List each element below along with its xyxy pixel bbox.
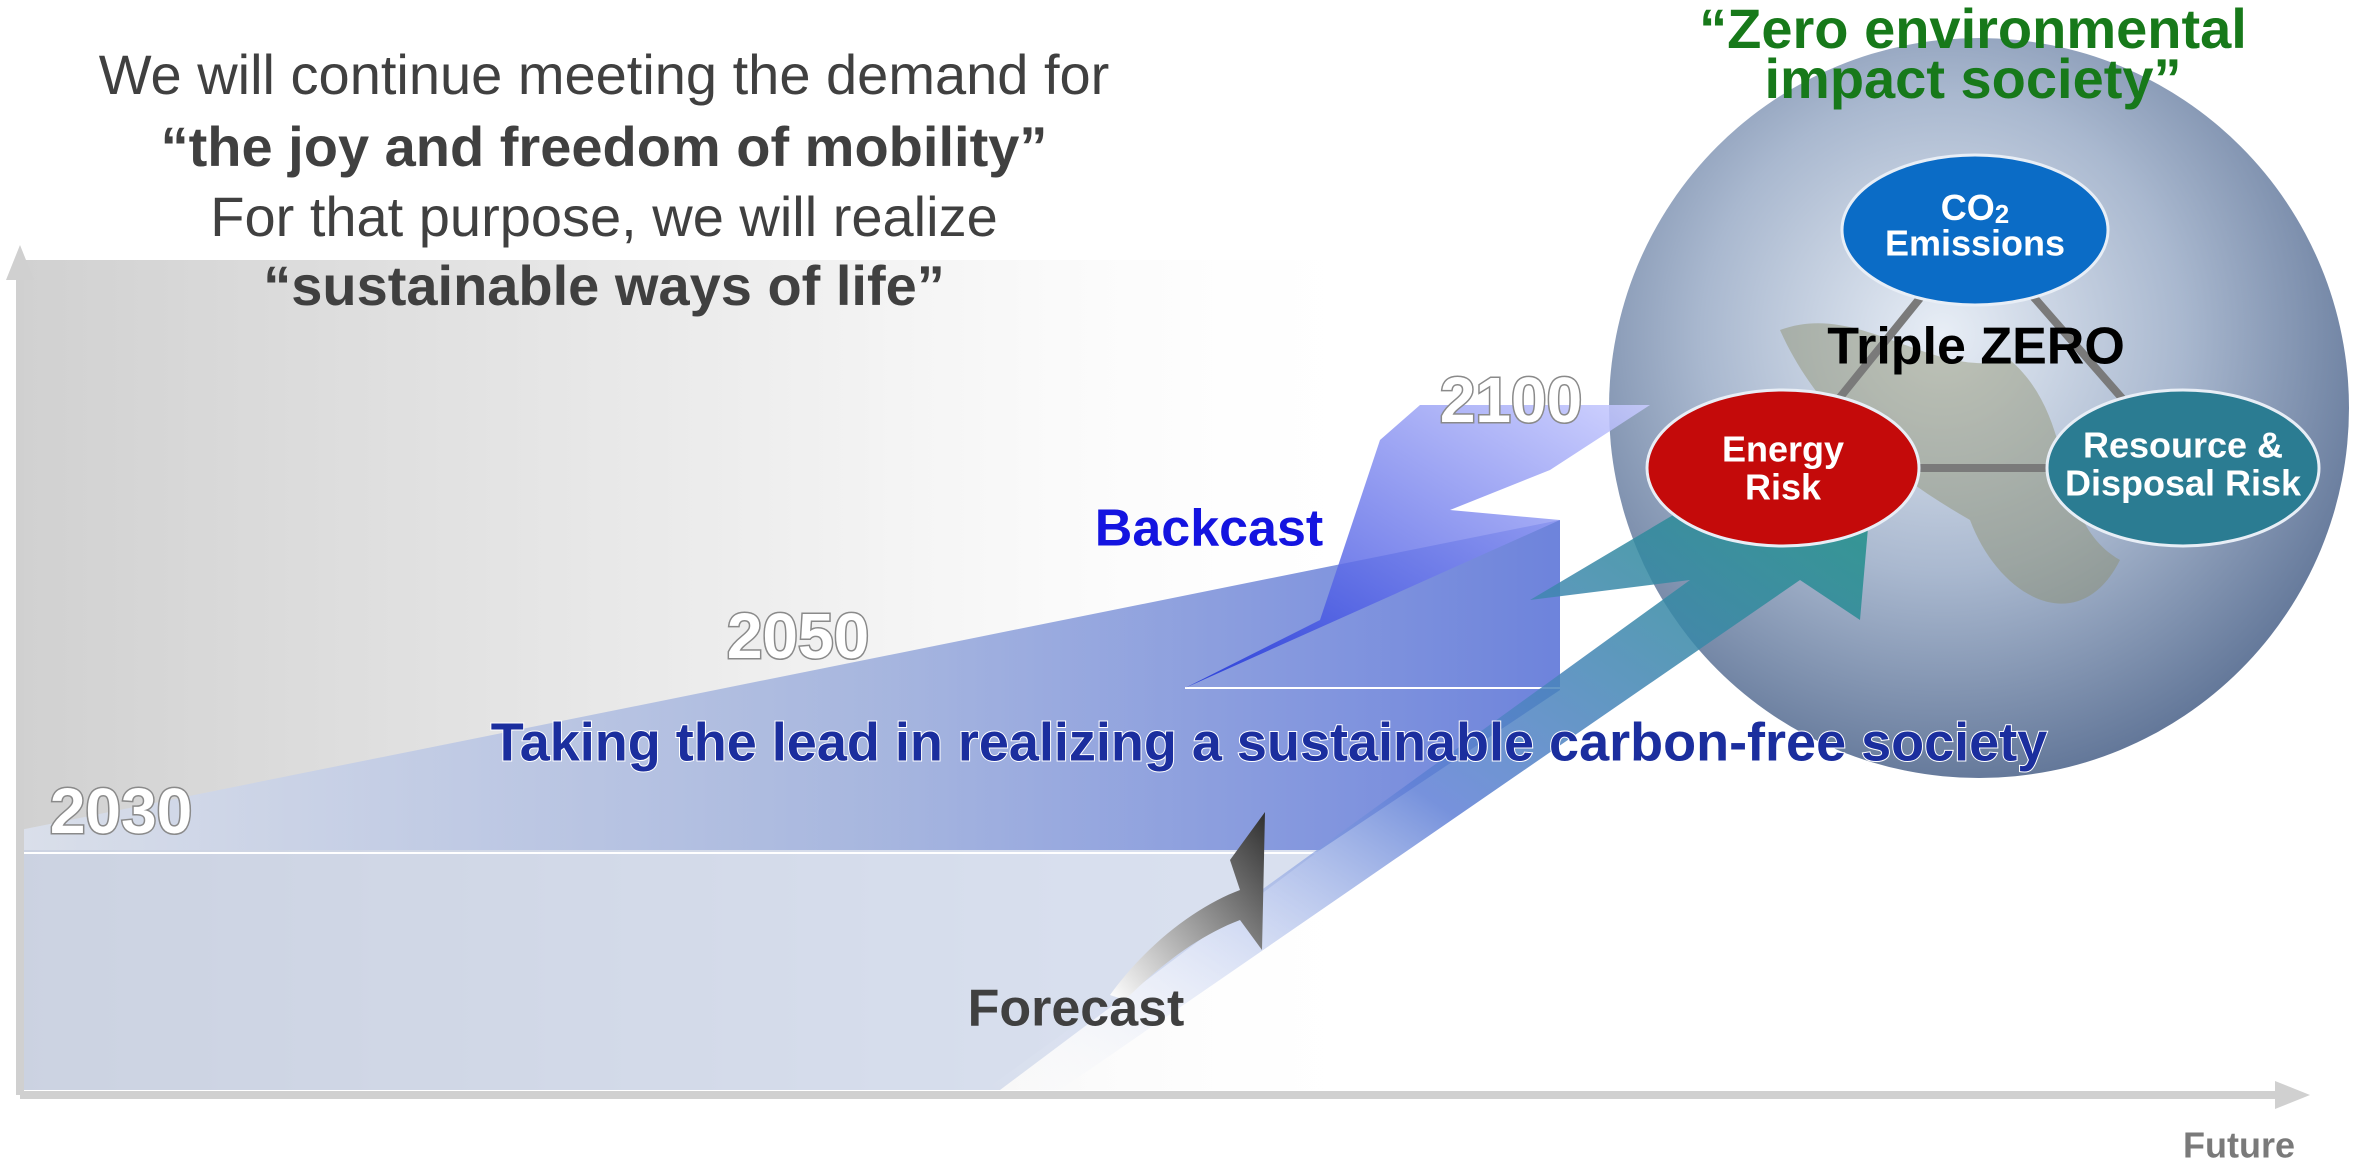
goal-title: impact society” <box>1764 47 2181 110</box>
year-label: 2030 <box>50 775 192 847</box>
headline: “the joy and freedom of mobility” <box>161 115 1048 178</box>
year-label: 2050 <box>727 600 869 672</box>
axis-label: Future <box>2183 1125 2295 1166</box>
lead-statement: Taking the lead in realizing a sustainab… <box>491 712 2047 772</box>
formula: CO <box>1941 187 1995 228</box>
node-label: Risk <box>1745 467 1822 508</box>
headline: For that purpose, we will realize <box>210 185 997 248</box>
headline: “sustainable ways of life” <box>263 254 945 317</box>
headline: We will continue meeting the demand for <box>99 43 1110 106</box>
node-label: Disposal Risk <box>2065 463 2302 504</box>
year-label: 2100 <box>1440 364 1582 436</box>
diagram: Future We will continue meeting the dema… <box>0 0 2369 1167</box>
node-label: Energy <box>1722 429 1844 470</box>
node-label: Emissions <box>1885 223 2065 264</box>
x-axis-arrow <box>2275 1081 2310 1109</box>
node-label: Resource & <box>2083 425 2283 466</box>
triple-zero: Triple ZERO <box>1827 318 2125 376</box>
backcast-label: Backcast <box>1095 500 1323 558</box>
forecast-label: Forecast <box>968 980 1185 1038</box>
